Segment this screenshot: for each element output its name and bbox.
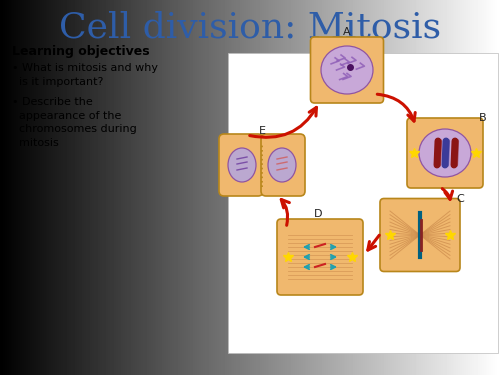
FancyBboxPatch shape bbox=[261, 134, 305, 196]
Ellipse shape bbox=[228, 148, 256, 182]
FancyBboxPatch shape bbox=[310, 37, 384, 103]
Text: A: A bbox=[343, 27, 351, 37]
FancyBboxPatch shape bbox=[219, 134, 263, 196]
Ellipse shape bbox=[268, 148, 296, 182]
FancyBboxPatch shape bbox=[380, 198, 460, 272]
Text: E: E bbox=[258, 126, 266, 136]
Text: • Describe the
  appearance of the
  chromosomes during
  mitosis: • Describe the appearance of the chromos… bbox=[12, 97, 137, 148]
FancyBboxPatch shape bbox=[407, 118, 483, 188]
Text: B: B bbox=[479, 113, 487, 123]
Text: • What is mitosis and why
  is it important?: • What is mitosis and why is it importan… bbox=[12, 63, 158, 87]
Text: Cell division: Mitosis: Cell division: Mitosis bbox=[59, 10, 441, 44]
FancyBboxPatch shape bbox=[277, 219, 363, 295]
Text: Learning objectives: Learning objectives bbox=[12, 45, 149, 58]
Bar bbox=[228, 53, 498, 353]
Ellipse shape bbox=[419, 129, 471, 177]
Text: D: D bbox=[314, 209, 322, 219]
Text: C: C bbox=[456, 194, 464, 204]
Ellipse shape bbox=[321, 46, 373, 94]
